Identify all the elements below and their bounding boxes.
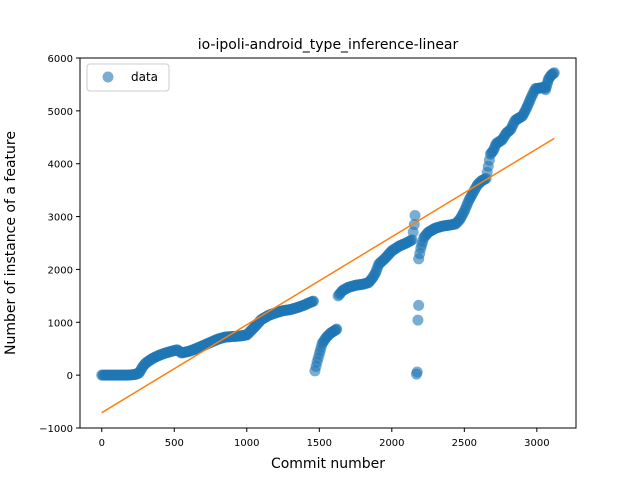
data-point <box>548 67 560 79</box>
data-point <box>331 323 343 335</box>
y-tick-label: 6000 <box>48 54 73 65</box>
plot-marks <box>96 67 560 414</box>
x-tick-label: 500 <box>165 438 184 449</box>
fit-line <box>101 137 555 414</box>
chart-title: io-ipoli-android_type_inference-linear <box>198 37 459 53</box>
y-tick-label: 3000 <box>48 213 73 224</box>
data-point <box>413 299 425 311</box>
x-tick-label: 3000 <box>524 438 549 449</box>
x-tick-label: 2500 <box>452 438 477 449</box>
data-point <box>412 314 424 326</box>
data-point <box>409 210 421 222</box>
y-axis-label: Number of instance of a feature <box>3 131 19 355</box>
legend-marker <box>102 71 114 83</box>
x-tick-label: 1000 <box>234 438 259 449</box>
x-axis-ticks: 0 500 1000 1500 2000 2500 3000 <box>99 428 550 449</box>
y-tick-label: 0 <box>67 371 73 382</box>
x-axis-label: Commit number <box>271 456 385 472</box>
y-tick-label: 4000 <box>48 160 73 171</box>
legend: data <box>86 63 170 92</box>
y-tick-label: 2000 <box>48 265 73 276</box>
y-tick-label: 5000 <box>48 107 73 118</box>
legend-box <box>86 63 170 92</box>
y-tick-label: −1000 <box>39 424 73 435</box>
legend-label: data <box>131 70 158 84</box>
y-axis-ticks: −1000 0 1000 2000 3000 4000 5000 6000 <box>39 54 80 435</box>
plot-frame <box>79 57 577 429</box>
y-tick-label: 1000 <box>48 318 73 329</box>
data-point <box>411 366 423 378</box>
x-tick-label: 2000 <box>379 438 404 449</box>
x-tick-label: 1500 <box>307 438 332 449</box>
data-point <box>307 295 319 307</box>
x-tick-label: 0 <box>99 438 105 449</box>
